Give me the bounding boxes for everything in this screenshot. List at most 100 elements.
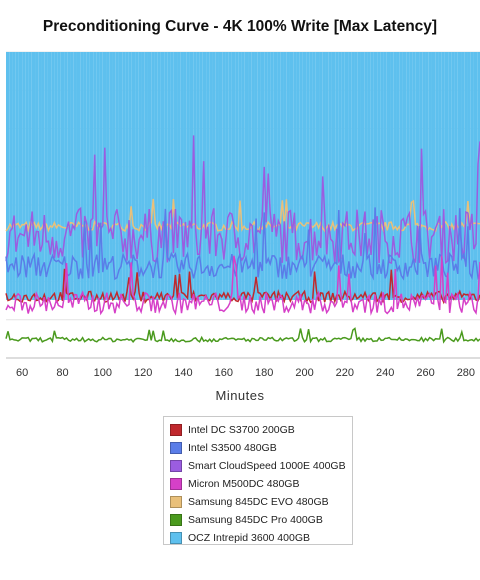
series-bar (380, 52, 384, 300)
series-bar (448, 52, 452, 300)
x-tick-label: 60 (16, 367, 28, 379)
legend-label: Intel DC S3700 200GB (188, 424, 295, 436)
series-bar (73, 52, 77, 300)
series-bar (222, 52, 226, 300)
series-bar (444, 52, 449, 300)
legend-swatch (170, 460, 182, 472)
series-bar (289, 52, 294, 300)
legend-item[interactable]: OCZ Intrepid 3600 400GB (170, 529, 352, 547)
x-tick-label: 280 (457, 367, 475, 379)
series-bar (435, 52, 439, 300)
series-bar (312, 52, 316, 300)
series-bar (106, 52, 110, 300)
legend-item[interactable]: Samsung 845DC EVO 480GB (170, 493, 352, 511)
series-bar (31, 52, 36, 300)
series-layer (5, 52, 480, 344)
series-bar (60, 52, 65, 300)
legend-item[interactable]: Intel DC S3700 200GB (170, 421, 352, 439)
series-bar (6, 52, 10, 300)
series-bar (325, 52, 329, 300)
series-bar (151, 52, 155, 300)
series-bar (131, 52, 136, 300)
series-bar (164, 52, 168, 300)
series-bar (54, 52, 58, 300)
series-bar (373, 52, 378, 300)
series-bar (367, 52, 371, 300)
legend-item[interactable]: Intel S3500 480GB (170, 439, 352, 457)
series-bar (35, 52, 39, 300)
plot-area: 60 80 100 120 140 160 180 200 220 240 260 280 (5, 51, 480, 379)
x-tick-label: 160 (215, 367, 233, 379)
series-bar (173, 52, 178, 300)
series-bar (235, 52, 239, 300)
series-bar (273, 52, 278, 300)
series-bar (412, 52, 416, 300)
series-bar (47, 52, 52, 300)
legend-swatch (170, 442, 182, 454)
series-bar (399, 52, 403, 300)
x-tick-label: 240 (376, 367, 394, 379)
series-bar (477, 52, 480, 300)
series-bar (344, 52, 349, 300)
series-bar (457, 52, 462, 300)
series-bar (370, 52, 374, 300)
series-bar (125, 52, 129, 300)
series-bar (186, 52, 190, 300)
series-bar (386, 52, 391, 300)
legend-item[interactable]: Micron M500DC 480GB (170, 475, 352, 493)
series-bar (170, 52, 174, 300)
series-bar (122, 52, 126, 300)
series-bar (215, 52, 219, 300)
series-bar (67, 52, 71, 300)
legend-swatch (170, 478, 182, 490)
x-axis-label: Minutes (215, 388, 265, 403)
series-bar (396, 52, 400, 300)
series-bar (231, 52, 236, 300)
x-tick-label: 200 (295, 367, 313, 379)
series-bar (270, 52, 274, 300)
series-bar (167, 52, 171, 300)
series-bar (86, 52, 90, 300)
series-bar (89, 52, 94, 300)
series-bar (70, 52, 74, 300)
series-bar (467, 52, 471, 300)
series-bar (393, 52, 397, 300)
legend-item[interactable]: Smart CloudSpeed 1000E 400GB (170, 457, 352, 475)
series-bar (331, 52, 336, 300)
series-bar (248, 52, 252, 300)
series-bar (238, 52, 242, 300)
series-bar (428, 52, 432, 300)
series-bar (415, 52, 420, 300)
series-bar (206, 52, 210, 300)
series-bar (183, 52, 187, 300)
series-bar (338, 52, 342, 300)
legend-label: Samsung 845DC EVO 480GB (188, 496, 329, 508)
series-bar (12, 52, 16, 300)
series-bar (154, 52, 158, 300)
series-bar (254, 52, 258, 300)
series-line (5, 135, 480, 265)
series-bar (264, 52, 268, 300)
series-bar (473, 52, 478, 300)
series-bar (351, 52, 355, 300)
series-line (5, 268, 480, 305)
series-bar (9, 52, 13, 300)
series-bar (212, 52, 216, 300)
series-bar (277, 52, 281, 300)
series-bar (299, 52, 303, 300)
x-tick-label: 180 (255, 367, 273, 379)
series-bar (64, 52, 68, 300)
series-bar (441, 52, 445, 300)
legend-swatch (170, 514, 182, 526)
chart-title: Preconditioning Curve - 4K 100% Write [M… (42, 18, 438, 35)
series-bar (144, 52, 148, 300)
series-bar (160, 52, 165, 300)
series-bar (96, 52, 100, 300)
series-bar (218, 52, 223, 300)
series-bar (341, 52, 345, 300)
series-bar (80, 52, 84, 300)
series-bar (464, 52, 468, 300)
series-bar (357, 52, 361, 300)
series-bar (177, 52, 181, 300)
legend-item[interactable]: Samsung 845DC Pro 400GB (170, 511, 352, 529)
